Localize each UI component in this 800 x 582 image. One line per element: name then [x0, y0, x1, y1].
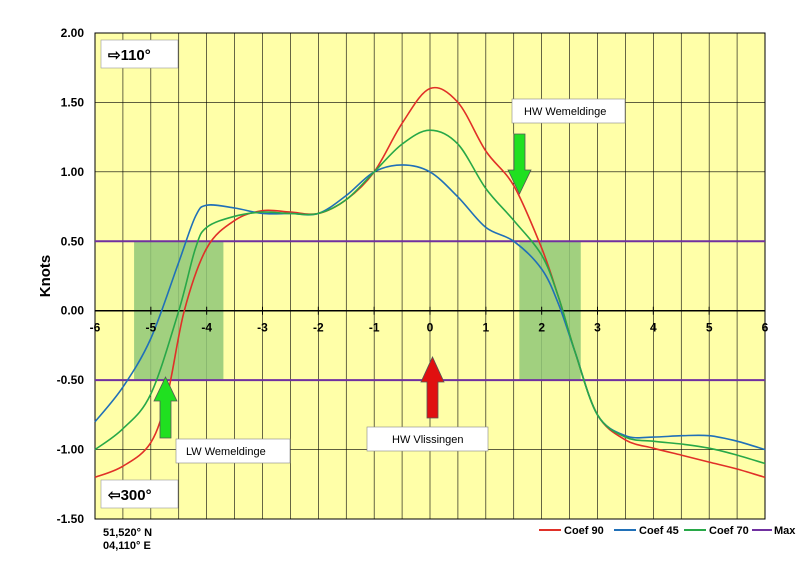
longitude-label: 04,110° E — [103, 540, 151, 552]
green-arrow-down-icon — [507, 133, 532, 195]
x-tick-label: -2 — [313, 321, 324, 335]
direction-label-ebb: ⇦300° — [100, 479, 179, 509]
y-axis-title: Knots — [37, 255, 54, 298]
x-tick-label: 3 — [594, 321, 601, 335]
x-tick-label: -5 — [145, 321, 156, 335]
legend: Coef 90 Coef 45 Coef 70 Max — [539, 525, 796, 537]
legend-label-max: Max — [774, 525, 796, 537]
annotation-lw-wemeldinge: LW Wemeldinge — [175, 438, 291, 464]
vertical-gridlines — [122, 33, 738, 519]
y-tick-label: -0.50 — [57, 373, 85, 387]
x-tick-label: -3 — [257, 321, 268, 335]
direction-ebb-text: ⇦300° — [107, 487, 152, 504]
y-tick-label: 0.50 — [61, 234, 85, 248]
x-tick-label: 0 — [427, 321, 434, 335]
latitude-label: 51,520° N — [103, 527, 153, 539]
x-tick-marks — [94, 306, 766, 315]
annotation-hw-wemeldinge: HW Wemeldinge — [511, 98, 626, 124]
x-tick-label: -4 — [201, 321, 212, 335]
legend-item-max: Max — [752, 525, 796, 537]
x-tick-label: 5 — [706, 321, 713, 335]
x-tick-label: 1 — [482, 321, 489, 335]
legend-label-coef-70: Coef 70 — [709, 525, 749, 537]
red-arrow-up-icon — [420, 356, 445, 419]
y-tick-label: 2.00 — [61, 26, 85, 40]
y-tick-label: -1.50 — [57, 512, 85, 526]
legend-item-coef-45: Coef 45 — [614, 525, 679, 537]
series-line-coef-70 — [94, 129, 766, 465]
series-lines — [94, 86, 766, 479]
y-tick-label: 0.00 — [61, 304, 85, 318]
annotation-hw-vlissingen: HW Vlissingen — [366, 426, 489, 452]
series-line-coef-45 — [94, 164, 766, 451]
y-tick-label: 1.50 — [61, 95, 85, 109]
legend-item-coef-70: Coef 70 — [684, 525, 749, 537]
x-tick-label: -6 — [90, 321, 101, 335]
direction-flood-text: ⇨110° — [108, 47, 151, 64]
direction-label-flood: ⇨110° — [100, 39, 179, 69]
legend-label-coef-90: Coef 90 — [564, 525, 604, 537]
x-tick-label: 2 — [538, 321, 545, 335]
y-tick-label: 1.00 — [61, 165, 85, 179]
y-tick-label: -1.00 — [57, 443, 85, 457]
x-tick-label: 4 — [650, 321, 657, 335]
legend-item-coef-90: Coef 90 — [539, 525, 604, 537]
x-tick-labels: -6 -5 -4 -3 -2 -1 0 1 2 3 4 5 6 — [90, 321, 769, 335]
green-arrow-up-icon — [153, 376, 178, 439]
series-line-coef-90 — [94, 86, 766, 479]
y-tick-labels: 2.00 1.50 1.00 0.50 0.00 -0.50 -1.00 -1.50 — [57, 26, 85, 526]
x-tick-label: -1 — [369, 321, 380, 335]
annotation-hw-vlissingen-text: HW Vlissingen — [392, 434, 464, 446]
annotation-hw-wemeldinge-text: HW Wemeldinge — [524, 106, 606, 118]
legend-label-coef-45: Coef 45 — [639, 525, 679, 537]
annotation-lw-wemeldinge-text: LW Wemeldinge — [186, 446, 266, 458]
x-tick-label: 6 — [762, 321, 769, 335]
